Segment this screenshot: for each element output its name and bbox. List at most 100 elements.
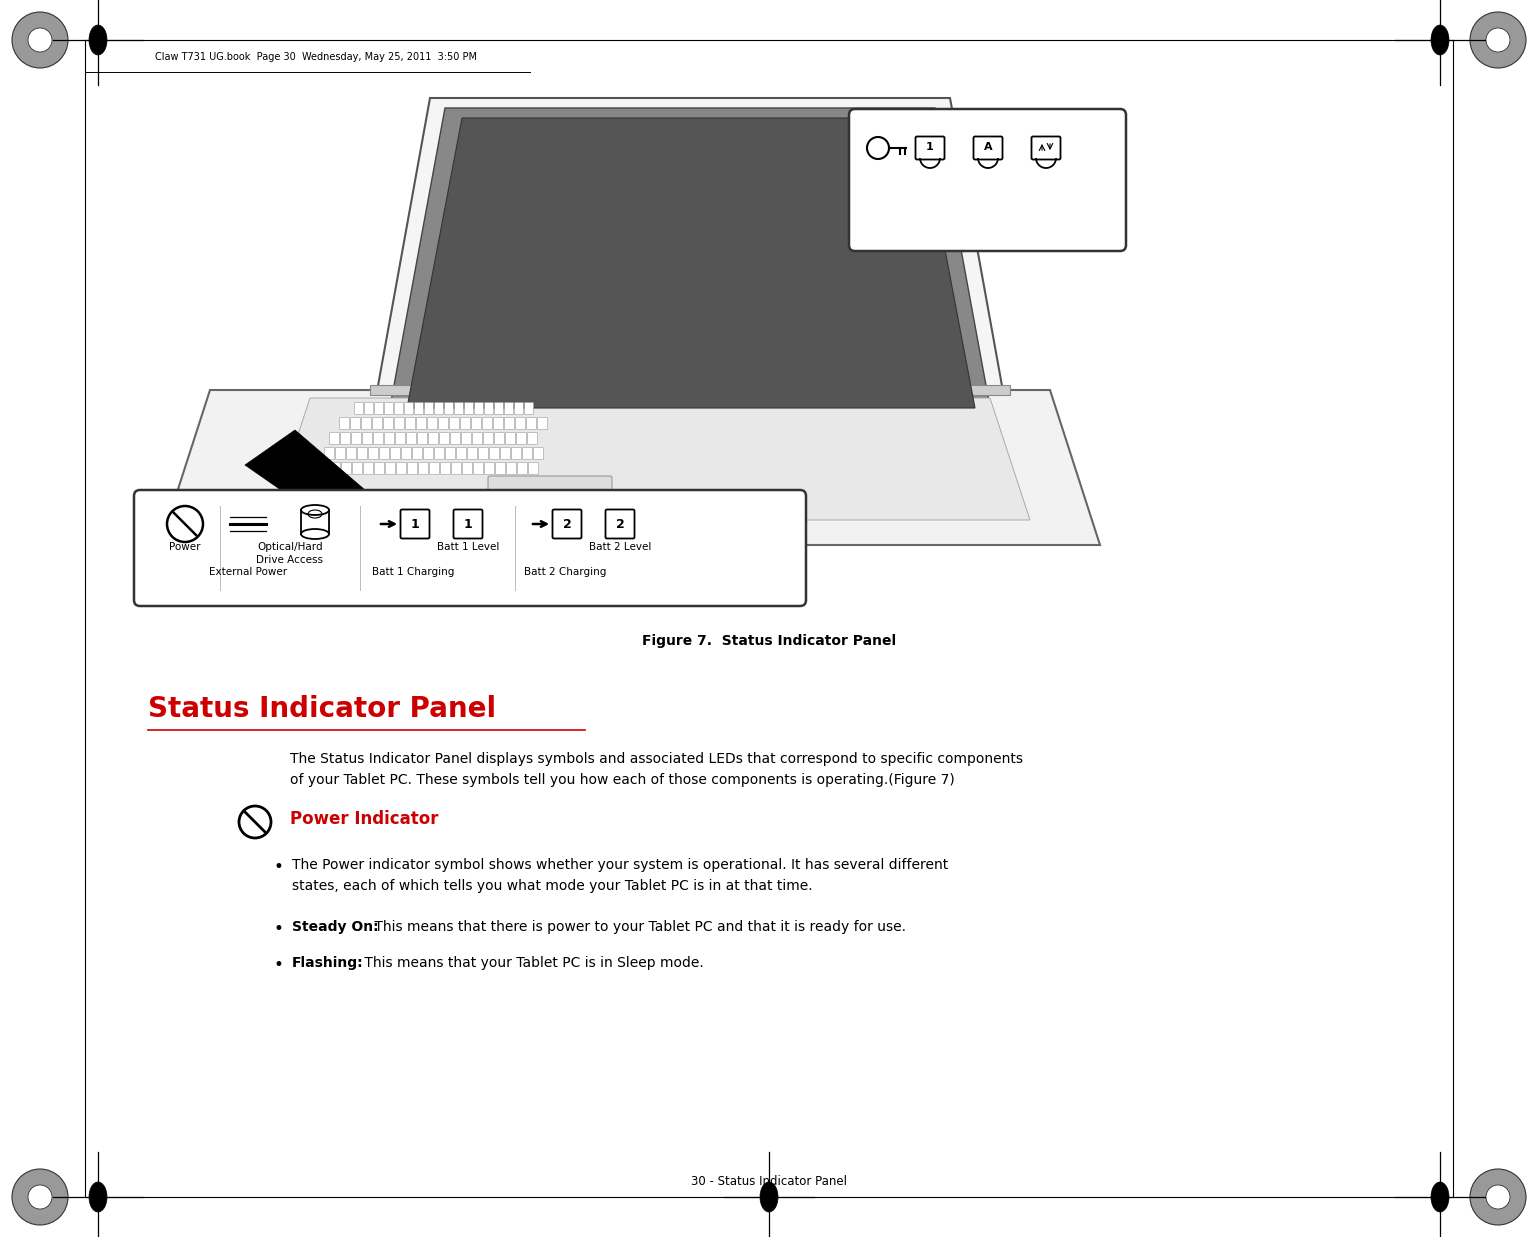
FancyBboxPatch shape (504, 418, 515, 429)
Text: Optical/Hard: Optical/Hard (257, 542, 323, 552)
FancyBboxPatch shape (335, 448, 346, 459)
FancyBboxPatch shape (534, 448, 543, 459)
FancyBboxPatch shape (374, 433, 383, 444)
FancyBboxPatch shape (524, 402, 534, 414)
FancyBboxPatch shape (395, 433, 406, 444)
Circle shape (1470, 12, 1526, 68)
FancyBboxPatch shape (404, 402, 414, 414)
FancyBboxPatch shape (495, 402, 503, 414)
FancyBboxPatch shape (357, 448, 368, 459)
FancyBboxPatch shape (515, 418, 526, 429)
FancyBboxPatch shape (494, 418, 503, 429)
FancyBboxPatch shape (449, 418, 460, 429)
Text: Security: Security (857, 202, 900, 212)
FancyBboxPatch shape (352, 463, 363, 475)
Text: 1: 1 (463, 517, 472, 531)
FancyBboxPatch shape (515, 402, 523, 414)
Text: ScrLk: ScrLk (1032, 218, 1060, 228)
FancyBboxPatch shape (429, 463, 440, 475)
FancyBboxPatch shape (523, 448, 532, 459)
Text: Figure 7.  Status Indicator Panel: Figure 7. Status Indicator Panel (641, 635, 897, 648)
Text: CapsLk: CapsLk (969, 202, 1007, 212)
Text: •: • (274, 858, 283, 876)
FancyBboxPatch shape (417, 433, 428, 444)
FancyBboxPatch shape (451, 433, 460, 444)
Text: External Power: External Power (209, 567, 288, 576)
Ellipse shape (89, 25, 108, 54)
FancyBboxPatch shape (374, 402, 383, 414)
FancyBboxPatch shape (417, 418, 426, 429)
FancyBboxPatch shape (406, 433, 417, 444)
Text: Drive Access: Drive Access (257, 555, 323, 565)
FancyBboxPatch shape (395, 402, 403, 414)
FancyBboxPatch shape (472, 433, 483, 444)
FancyBboxPatch shape (351, 418, 360, 429)
FancyBboxPatch shape (489, 448, 500, 459)
FancyBboxPatch shape (383, 418, 394, 429)
FancyBboxPatch shape (474, 463, 483, 475)
FancyBboxPatch shape (500, 448, 511, 459)
FancyBboxPatch shape (369, 448, 378, 459)
FancyBboxPatch shape (484, 463, 495, 475)
Circle shape (28, 1185, 52, 1209)
Polygon shape (408, 118, 975, 408)
FancyBboxPatch shape (464, 402, 474, 414)
FancyBboxPatch shape (423, 448, 434, 459)
Text: Status Indicator Panel: Status Indicator Panel (148, 695, 497, 722)
FancyBboxPatch shape (424, 402, 434, 414)
FancyBboxPatch shape (512, 448, 521, 459)
FancyBboxPatch shape (325, 448, 334, 459)
FancyBboxPatch shape (340, 433, 351, 444)
FancyBboxPatch shape (495, 463, 506, 475)
FancyBboxPatch shape (606, 510, 635, 538)
FancyBboxPatch shape (415, 402, 423, 414)
Polygon shape (388, 108, 992, 418)
FancyBboxPatch shape (361, 418, 372, 429)
Text: Steady On:: Steady On: (292, 920, 378, 934)
FancyBboxPatch shape (444, 402, 454, 414)
FancyBboxPatch shape (472, 418, 481, 429)
FancyBboxPatch shape (380, 448, 389, 459)
FancyBboxPatch shape (468, 448, 477, 459)
FancyBboxPatch shape (352, 433, 361, 444)
FancyBboxPatch shape (495, 433, 504, 444)
Ellipse shape (760, 1183, 778, 1212)
FancyBboxPatch shape (463, 463, 472, 475)
FancyBboxPatch shape (374, 463, 384, 475)
Circle shape (1486, 1185, 1510, 1209)
FancyBboxPatch shape (438, 418, 449, 429)
FancyBboxPatch shape (488, 476, 612, 529)
Circle shape (1486, 28, 1510, 52)
Circle shape (1470, 1169, 1526, 1225)
FancyBboxPatch shape (478, 448, 489, 459)
FancyBboxPatch shape (506, 463, 517, 475)
Text: Batt 2 Level: Batt 2 Level (589, 542, 651, 552)
FancyBboxPatch shape (429, 433, 438, 444)
FancyBboxPatch shape (455, 402, 463, 414)
FancyBboxPatch shape (528, 433, 537, 444)
Text: Power: Power (169, 542, 201, 552)
FancyBboxPatch shape (428, 418, 437, 429)
FancyBboxPatch shape (483, 418, 492, 429)
Circle shape (12, 1169, 68, 1225)
FancyBboxPatch shape (391, 448, 400, 459)
FancyBboxPatch shape (461, 433, 472, 444)
FancyBboxPatch shape (440, 463, 451, 475)
Text: Batt 1 Level: Batt 1 Level (437, 542, 500, 552)
FancyBboxPatch shape (475, 402, 483, 414)
FancyBboxPatch shape (460, 418, 471, 429)
Text: A: A (984, 142, 992, 152)
Text: 2: 2 (615, 517, 624, 531)
FancyBboxPatch shape (435, 402, 443, 414)
Circle shape (28, 28, 52, 52)
Ellipse shape (89, 1183, 108, 1212)
FancyBboxPatch shape (915, 136, 944, 160)
FancyBboxPatch shape (372, 418, 383, 429)
Polygon shape (271, 398, 1030, 520)
Polygon shape (245, 430, 400, 546)
Text: NumLk: NumLk (912, 218, 949, 228)
FancyBboxPatch shape (365, 402, 374, 414)
FancyBboxPatch shape (395, 418, 404, 429)
FancyBboxPatch shape (440, 433, 449, 444)
FancyBboxPatch shape (384, 402, 394, 414)
